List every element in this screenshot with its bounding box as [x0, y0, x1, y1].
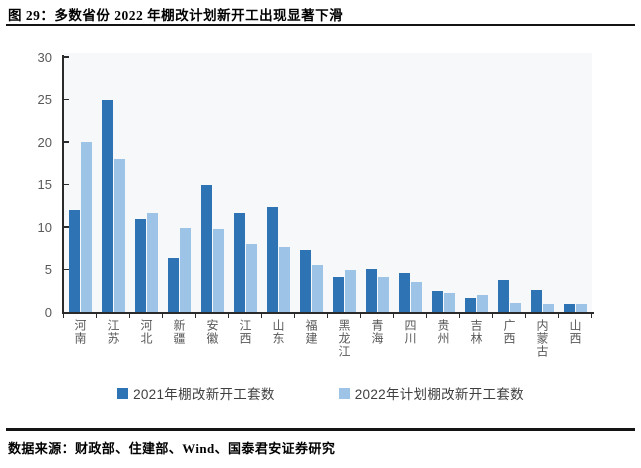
x-tick-mark: [194, 314, 197, 318]
y-tick-label: 30: [37, 49, 52, 65]
bar-2022: [509, 302, 521, 312]
x-tick-mark: [458, 314, 461, 318]
x-axis-label: 贵州: [436, 319, 450, 345]
bar-2022: [443, 293, 455, 312]
bar-2021: [101, 99, 113, 312]
x-axis-label: 广西: [502, 319, 516, 345]
bar-2021: [365, 268, 377, 312]
x-axis-line: [61, 312, 594, 314]
x-tick-mark: [590, 314, 593, 318]
bar-2021: [233, 213, 245, 312]
x-tick-mark: [557, 314, 560, 318]
x-tick-mark: [359, 314, 362, 318]
x-axis-label: 江苏: [106, 319, 120, 345]
bar-2021: [431, 290, 443, 312]
y-tick-label: 20: [37, 134, 52, 150]
bar-2022: [179, 227, 191, 312]
bar-2021: [299, 249, 311, 312]
x-tick-mark: [491, 314, 494, 318]
x-axis-label: 河南: [73, 319, 87, 345]
y-axis-line: [61, 55, 64, 314]
x-axis-label: 山西: [568, 319, 582, 345]
x-axis-label: 河北: [139, 319, 153, 345]
figure-title: 图 29：多数省份 2022 年棚改计划新开工出现显著下滑: [8, 8, 344, 23]
bar-2021: [68, 210, 80, 312]
footer-divider: [6, 428, 635, 431]
bar-2021: [200, 184, 212, 312]
x-tick-mark: [293, 314, 296, 318]
x-axis-label: 内蒙古: [535, 319, 549, 358]
bar-2022: [146, 212, 158, 312]
bar-2021: [266, 206, 278, 312]
x-tick-mark: [128, 314, 131, 318]
y-tick-label: 5: [44, 262, 52, 277]
x-axis-label: 黑龙江: [337, 319, 351, 358]
bar-2021: [563, 303, 575, 312]
chart-legend: 2021年棚改新开工套数 2022年计划棚改新开工套数: [0, 383, 641, 403]
legend-label-2021: 2021年棚改新开工套数: [133, 387, 275, 402]
bar-2022: [311, 265, 323, 312]
legend-label-2022: 2022年计划棚改新开工套数: [354, 387, 524, 402]
legend-item-2021: 2021年棚改新开工套数: [117, 383, 275, 403]
y-tick-mark: [63, 141, 69, 143]
x-tick-mark: [260, 314, 263, 318]
x-tick-mark: [524, 314, 527, 318]
y-tick-mark: [63, 226, 69, 228]
bar-2021: [398, 272, 410, 312]
bar-2021: [464, 298, 476, 312]
x-tick-mark: [425, 314, 428, 318]
bar-2022: [410, 282, 422, 312]
x-axis-label: 福建: [304, 319, 318, 345]
bar-2022: [245, 244, 257, 312]
bar-2022: [113, 159, 125, 312]
bar-2021: [497, 279, 509, 312]
bar-2022: [377, 277, 389, 312]
y-tick-label: 10: [37, 219, 52, 235]
data-source: 数据来源：财政部、住建部、Wind、国泰君安证券研究: [8, 441, 336, 456]
y-tick-label: 25: [37, 92, 52, 107]
y-tick-label: 15: [37, 177, 52, 192]
bar-2021: [332, 277, 344, 312]
x-axis-label: 山东: [271, 319, 285, 345]
legend-swatch-2021: [117, 387, 129, 399]
title-divider: [6, 23, 635, 26]
x-axis-label: 四川: [403, 319, 417, 345]
bar-2022: [212, 228, 224, 312]
bar-2022: [575, 303, 587, 312]
x-tick-mark: [62, 314, 65, 318]
x-tick-mark: [326, 314, 329, 318]
x-tick-mark: [161, 314, 164, 318]
y-tick-label: 0: [44, 304, 52, 320]
bar-2021: [167, 257, 179, 312]
bar-2022: [542, 303, 554, 312]
x-tick-mark: [392, 314, 395, 318]
y-tick-mark: [63, 98, 69, 101]
y-tick-mark: [63, 268, 69, 271]
x-axis-label: 新疆: [172, 319, 186, 345]
bar-2021: [530, 289, 542, 312]
y-tick-mark: [63, 56, 69, 58]
legend-item-2022: 2022年计划棚改新开工套数: [338, 383, 524, 403]
x-axis-label: 吉林: [469, 319, 483, 345]
legend-swatch-2022: [338, 387, 350, 399]
x-tick-mark: [95, 314, 98, 318]
y-tick-mark: [63, 183, 69, 186]
x-axis-label: 江西: [238, 319, 252, 345]
x-tick-mark: [227, 314, 230, 318]
bar-2022: [80, 142, 92, 312]
bar-2022: [278, 246, 290, 312]
bar-2022: [344, 269, 356, 312]
x-axis-label: 安徽: [205, 319, 219, 345]
bar-2022: [476, 295, 488, 312]
bar-2021: [134, 218, 146, 312]
x-axis-label: 青海: [370, 319, 384, 345]
